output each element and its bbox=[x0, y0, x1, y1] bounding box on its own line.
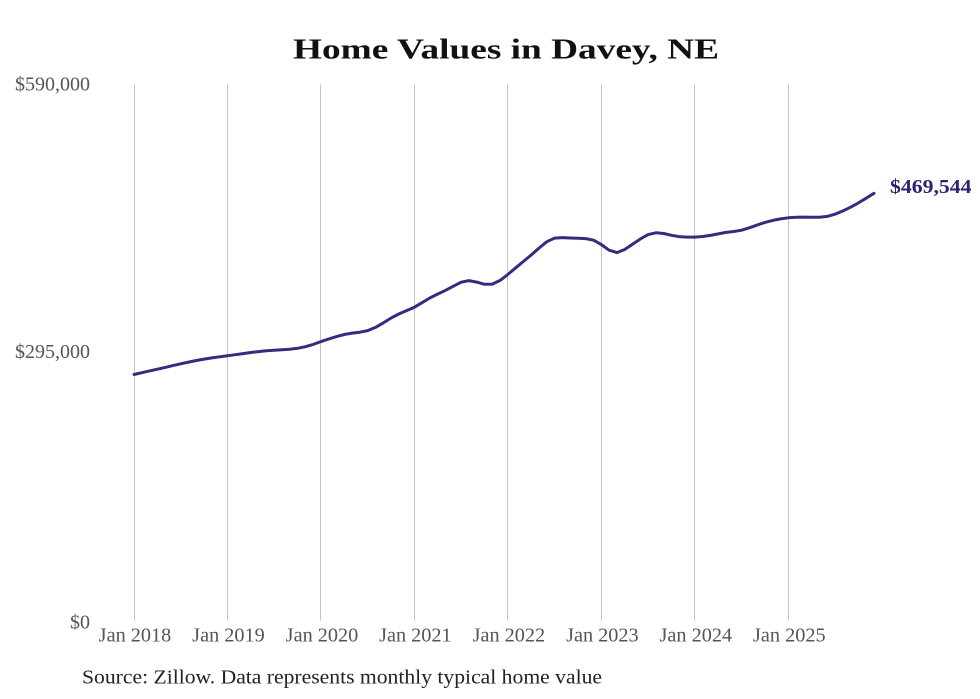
svg-text:Source: Zillow. Data represent: Source: Zillow. Data represents monthly … bbox=[82, 667, 602, 689]
svg-text:Jan 2019: Jan 2019 bbox=[192, 625, 265, 647]
svg-text:Jan 2021: Jan 2021 bbox=[379, 625, 452, 647]
svg-text:Jan 2025: Jan 2025 bbox=[753, 625, 826, 647]
svg-text:Jan 2022: Jan 2022 bbox=[473, 625, 546, 647]
svg-text:Jan 2018: Jan 2018 bbox=[99, 625, 172, 647]
svg-text:Home Values in Davey, NE: Home Values in Davey, NE bbox=[293, 34, 719, 66]
svg-text:Jan 2024: Jan 2024 bbox=[660, 625, 733, 647]
svg-text:$590,000: $590,000 bbox=[15, 74, 90, 96]
svg-text:Jan 2023: Jan 2023 bbox=[566, 625, 639, 647]
svg-text:$0: $0 bbox=[70, 612, 90, 634]
svg-text:Jan 2020: Jan 2020 bbox=[286, 625, 359, 647]
svg-text:$469,544: $469,544 bbox=[890, 177, 972, 198]
svg-text:$295,000: $295,000 bbox=[15, 341, 90, 363]
